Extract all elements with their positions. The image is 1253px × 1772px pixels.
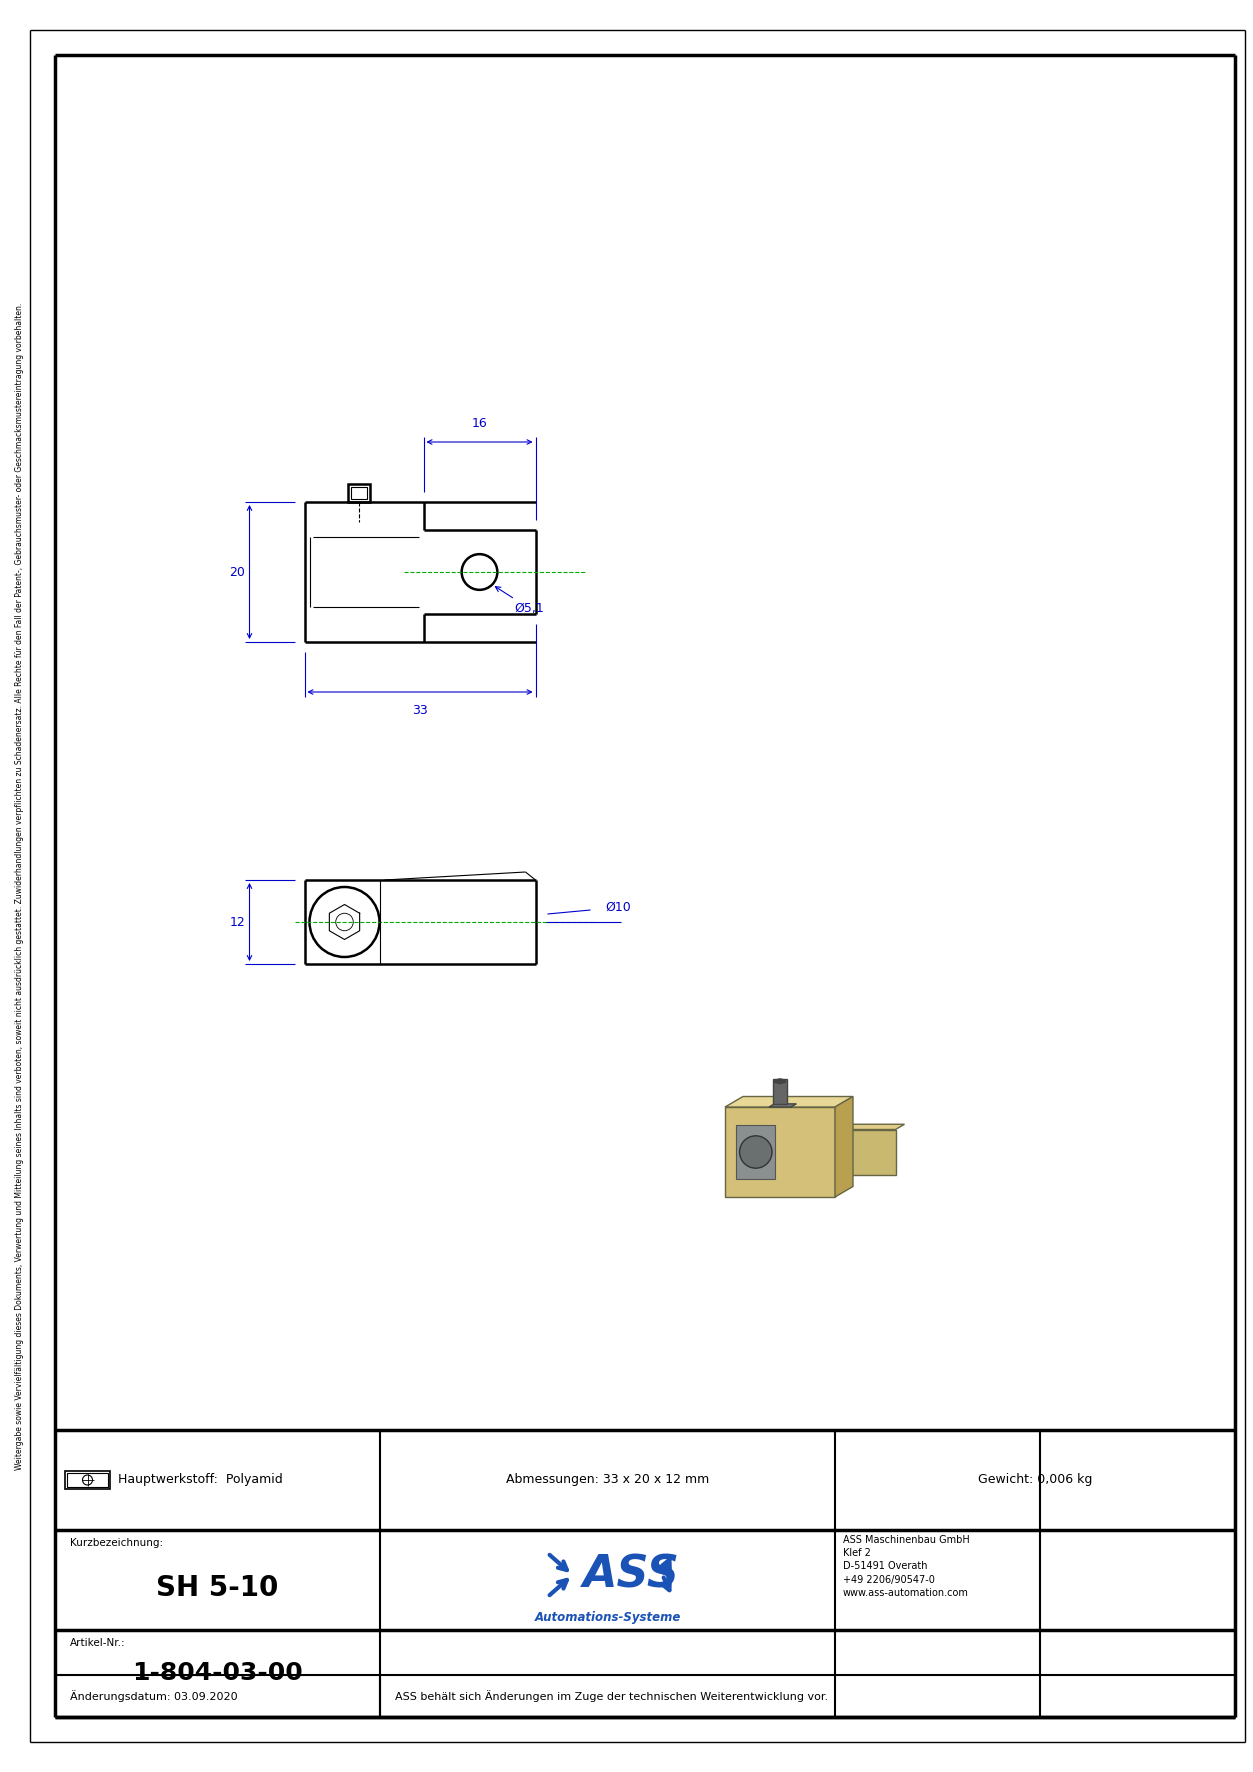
Text: ASS: ASS (583, 1554, 679, 1597)
Text: Abmessungen: 33 x 20 x 12 mm: Abmessungen: 33 x 20 x 12 mm (506, 1474, 709, 1487)
Text: Artikel-Nr.:: Artikel-Nr.: (70, 1637, 125, 1648)
Text: 20: 20 (229, 565, 246, 578)
Text: Ø10: Ø10 (605, 900, 632, 914)
Text: Hauptwerkstoff:  Polyamid: Hauptwerkstoff: Polyamid (118, 1474, 283, 1487)
Polygon shape (736, 1125, 774, 1178)
Polygon shape (834, 1097, 853, 1198)
Polygon shape (725, 1097, 853, 1108)
Text: Kurzbezeichnung:: Kurzbezeichnung: (70, 1538, 163, 1549)
Bar (773, 1079, 787, 1104)
Text: Automations-Systeme: Automations-Systeme (534, 1611, 680, 1625)
Text: Weitergabe sowie Vervielfältigung dieses Dokuments, Verwertung und Mitteilung se: Weitergabe sowie Vervielfältigung dieses… (15, 303, 25, 1469)
Bar (65, 1471, 110, 1488)
Text: 12: 12 (229, 916, 246, 929)
Circle shape (739, 1136, 772, 1168)
Text: ASS Maschinenbau GmbH
Klef 2
D-51491 Overath
+49 2206/90547-0
www.ass-automation: ASS Maschinenbau GmbH Klef 2 D-51491 Ove… (843, 1535, 970, 1598)
Polygon shape (834, 1123, 905, 1129)
Polygon shape (834, 1129, 896, 1175)
Polygon shape (769, 1104, 797, 1108)
Polygon shape (725, 1108, 834, 1198)
Bar (66, 1473, 108, 1487)
Text: SH 5-10: SH 5-10 (157, 1574, 278, 1602)
Text: Ø5,1: Ø5,1 (495, 587, 544, 615)
Polygon shape (774, 1079, 786, 1084)
Bar (348, 484, 370, 501)
Text: 16: 16 (471, 416, 487, 431)
Bar (351, 487, 367, 500)
Text: Änderungsdatum: 03.09.2020: Änderungsdatum: 03.09.2020 (70, 1690, 238, 1701)
Text: Gewicht: 0,006 kg: Gewicht: 0,006 kg (977, 1474, 1093, 1487)
Text: 1-804-03-00: 1-804-03-00 (132, 1662, 303, 1685)
Text: ASS behält sich Änderungen im Zuge der technischen Weiterentwicklung vor.: ASS behält sich Änderungen im Zuge der t… (395, 1690, 828, 1701)
Text: 33: 33 (412, 703, 427, 718)
